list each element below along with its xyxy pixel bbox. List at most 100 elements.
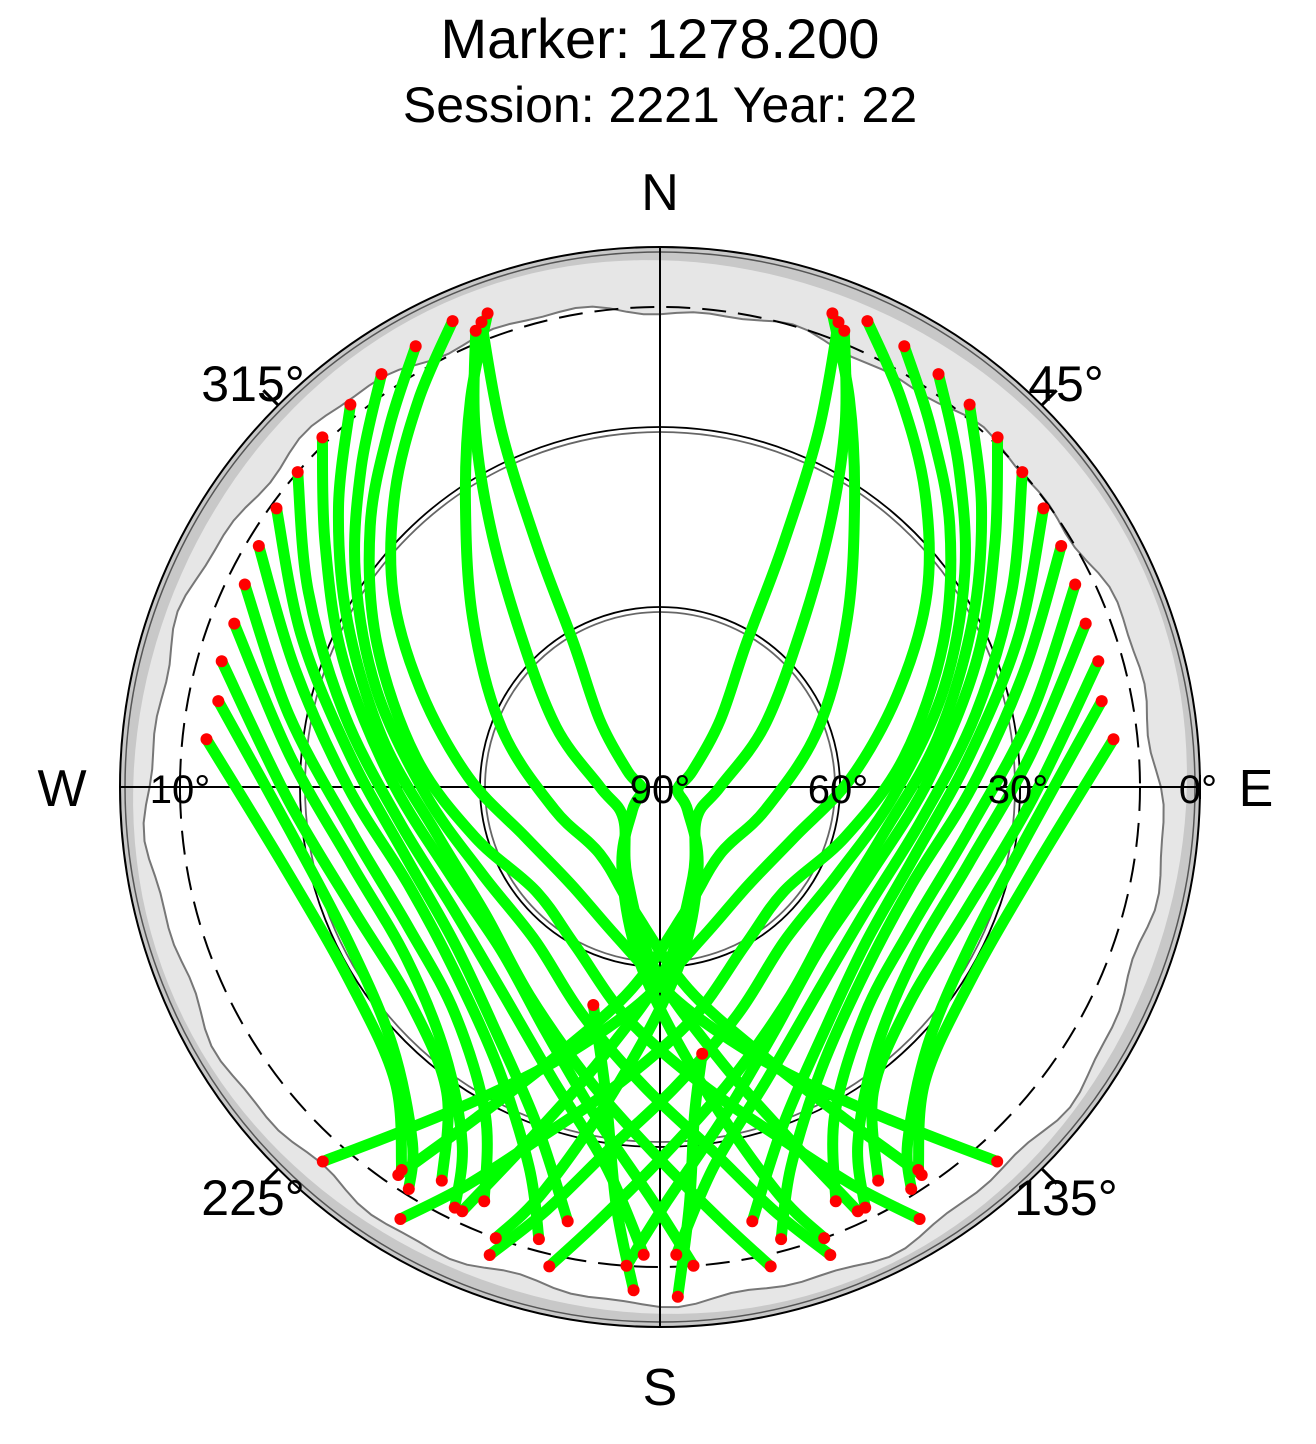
track-start-point [291,466,304,479]
satellite-track [271,502,574,1227]
satellite-track [456,325,852,1217]
azimuth-label-315: 315° [201,356,304,412]
track-start-point [238,578,251,591]
satellite-track [490,316,844,1244]
track-end-point [913,1213,926,1225]
satellite-track [201,733,408,1176]
track-end-point [478,1195,491,1208]
track-start-point [409,340,422,353]
satellite-track [394,340,957,1225]
track-start-point [375,368,388,381]
track-end-point [859,1201,872,1214]
satellite-track [621,431,1004,1272]
elevation-label-0: 0° [1179,768,1217,812]
track-start-point [252,540,265,552]
satellite-track [672,1048,708,1303]
track-end-point [316,1155,329,1168]
track-start-point [469,324,482,337]
plot-area [119,246,1201,1328]
track-end-point [905,1183,918,1195]
elevation-label-60: 60° [808,768,869,812]
track-end-point [532,1233,545,1246]
track-end-point [483,1249,496,1261]
satellite-track [670,466,1028,1261]
track-end-point [687,1259,700,1272]
satellite-track [827,579,1081,1207]
track-end-point [637,1248,650,1261]
track-start-point [1079,617,1092,630]
track-end-point [829,1195,842,1208]
track-start-point [1016,466,1029,479]
track-end-point [818,1232,831,1245]
track-start-point [838,324,851,337]
azimuth-ticks [262,389,1058,1185]
track-start-point [481,307,494,320]
chart-subtitle: Session: 2221 Year: 22 [403,77,917,133]
track-end-point [561,1215,574,1228]
satellite-track [912,733,1119,1176]
elevation-label-10-west: 10° [150,768,211,812]
track-start-point [200,733,213,746]
track-start-point [1092,655,1105,668]
track-endpoints [200,307,1120,1303]
track-start-point [212,695,225,708]
satellite-track [216,655,454,1187]
track-end-point [670,1248,683,1261]
track-end-point [824,1249,837,1261]
azimuth-label-45: 45° [1028,356,1104,412]
compass-south: S [643,1359,678,1417]
track-start-point [826,307,839,320]
track-end-point [394,1213,407,1225]
azimuth-tick-45 [1040,389,1058,407]
satellite-track [775,540,1067,1245]
satellite-track [852,618,1092,1214]
track-end-point [489,1232,502,1245]
chart-title: Marker: 1278.200 [441,7,880,70]
track-end-point [764,1260,777,1273]
satellite-track [901,695,1108,1195]
track-start-point [446,315,459,328]
track-start-point [1037,502,1050,515]
track-start-point [861,315,874,328]
track-end-point [587,999,600,1011]
track-end-point [912,1164,925,1176]
track-end-point [775,1233,788,1246]
track-start-point [475,316,488,329]
track-end-point [392,1169,405,1181]
track-start-point [215,655,228,668]
satellite-track [392,307,861,1181]
track-start-point [1069,578,1082,591]
track-end-point [543,1260,556,1273]
compass-east: E [1239,760,1274,818]
satellite-track [385,315,1003,1167]
azimuth-label-135: 135° [1014,1170,1117,1226]
satellite-track [228,618,468,1214]
track-end-point [746,1215,759,1228]
track-start-point [898,340,911,353]
track-start-point [270,502,283,515]
azimuth-tick-315 [262,389,280,407]
satellite-tracks [201,307,1119,1303]
track-start-point [316,431,329,444]
satellite-track [587,999,640,1296]
satellite-track [349,368,836,1261]
track-end-point [402,1183,415,1195]
elevation-label-30: 30° [988,768,1049,812]
elevation-label-90: 90° [630,768,691,812]
track-end-point [456,1205,469,1218]
track-start-point [963,398,976,411]
track-start-point [1055,540,1068,552]
compass-north: N [641,164,679,222]
track-end-point [872,1174,885,1187]
track-start-point [228,617,241,630]
satellite-track [866,655,1104,1187]
track-start-point [344,398,357,411]
track-end-point [620,1259,633,1272]
azimuth-tick-135 [1040,1167,1058,1185]
track-end-point [435,1174,448,1187]
track-end-point [696,1047,709,1060]
azimuth-label-225: 225° [201,1170,304,1226]
satellite-track [746,502,1049,1227]
track-start-point [832,316,845,329]
